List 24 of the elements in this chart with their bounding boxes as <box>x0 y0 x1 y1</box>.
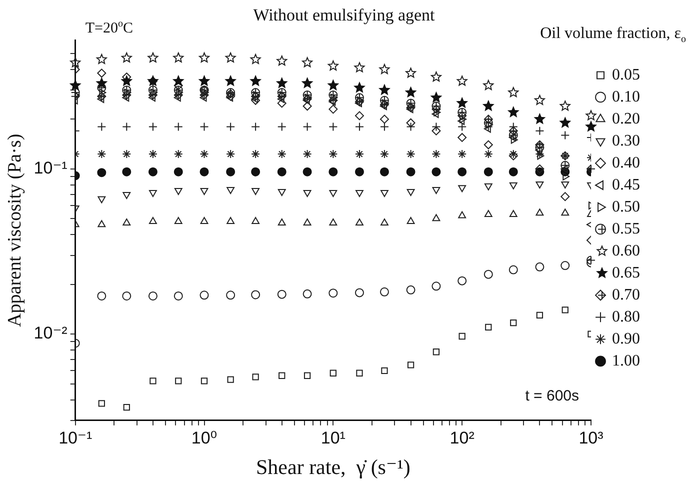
legend-label: 0.80 <box>612 308 640 326</box>
y-tick-label: 10⁻² <box>34 324 68 343</box>
legend-label: 0.70 <box>612 286 640 304</box>
legend-label: 0.60 <box>612 242 640 260</box>
x-tick-label: 10⁰ <box>191 428 218 448</box>
x-tick-label: 10⁻¹ <box>58 428 92 448</box>
legend-label: 0.20 <box>612 110 640 128</box>
legend-label: 1.00 <box>612 352 640 370</box>
legend-label: 0.50 <box>612 198 640 216</box>
y-axis-title: Apparent viscosity (Pa·s) <box>4 134 26 327</box>
legend-label: 0.05 <box>612 66 640 84</box>
annotation: t = 600s <box>525 387 580 404</box>
legend-label: 0.30 <box>612 132 640 150</box>
x-axis-title: Shear rate, γ̇ (s⁻¹) <box>256 454 410 479</box>
legend-label: 0.40 <box>612 154 640 172</box>
x-tick-label: 10¹ <box>320 428 346 448</box>
x-tick-label: 10² <box>450 428 475 448</box>
legend-label: 0.90 <box>612 330 640 348</box>
legend-label: 0.65 <box>612 264 640 282</box>
legend-label: 0.45 <box>612 176 640 194</box>
chart-title: Without emulsifying agent <box>253 6 436 25</box>
legend-label: 0.55 <box>612 220 640 238</box>
legend-label: 0.10 <box>612 88 640 106</box>
x-tick-label: 10³ <box>578 428 604 448</box>
